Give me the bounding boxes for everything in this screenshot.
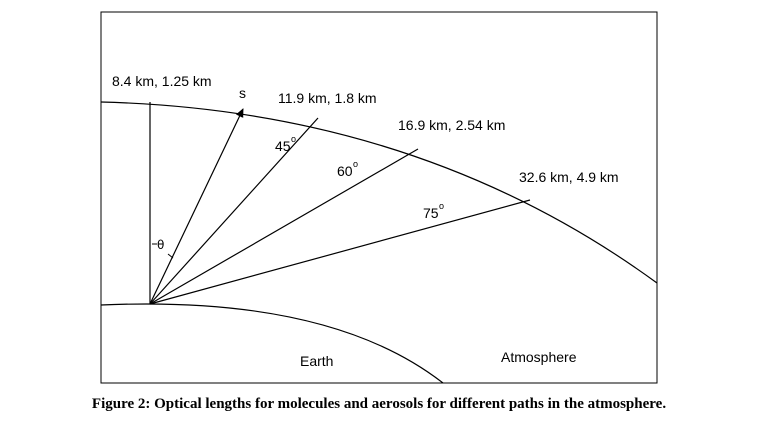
atmosphere-boundary-arc — [100, 101, 658, 284]
slant-path-s-label: s — [239, 85, 246, 101]
path-line-60 — [149, 148, 419, 305]
path-label-60: 16.9 km, 2.54 km — [398, 117, 505, 133]
angle-label-75: 75 — [423, 205, 439, 221]
figure-caption: Figure 2: Optical lengths for molecules … — [91, 396, 667, 412]
angle-degree-45: o — [291, 134, 296, 144]
diagram-frame — [100, 11, 658, 384]
angle-degree-75: o — [439, 201, 444, 211]
path-label-45: 11.9 km, 1.8 km — [278, 90, 377, 106]
earth-surface-arc — [100, 303, 444, 384]
angle-label-45: 45 — [275, 138, 291, 154]
theta-label: θ — [157, 238, 164, 252]
path-line-45 — [149, 117, 319, 305]
slant-path-arrow — [149, 108, 244, 305]
angle-label-60: 60 — [337, 163, 353, 179]
path-label-75: 32.6 km, 4.9 km — [519, 169, 619, 185]
theta-tick-2 — [167, 253, 174, 259]
path-label-vertical: 8.4 km, 1.25 km — [112, 73, 212, 89]
earth-label: Earth — [300, 353, 333, 369]
angle-degree-60: o — [353, 159, 358, 169]
path-line-75 — [149, 199, 531, 305]
atmosphere-label: Atmosphere — [501, 349, 577, 365]
